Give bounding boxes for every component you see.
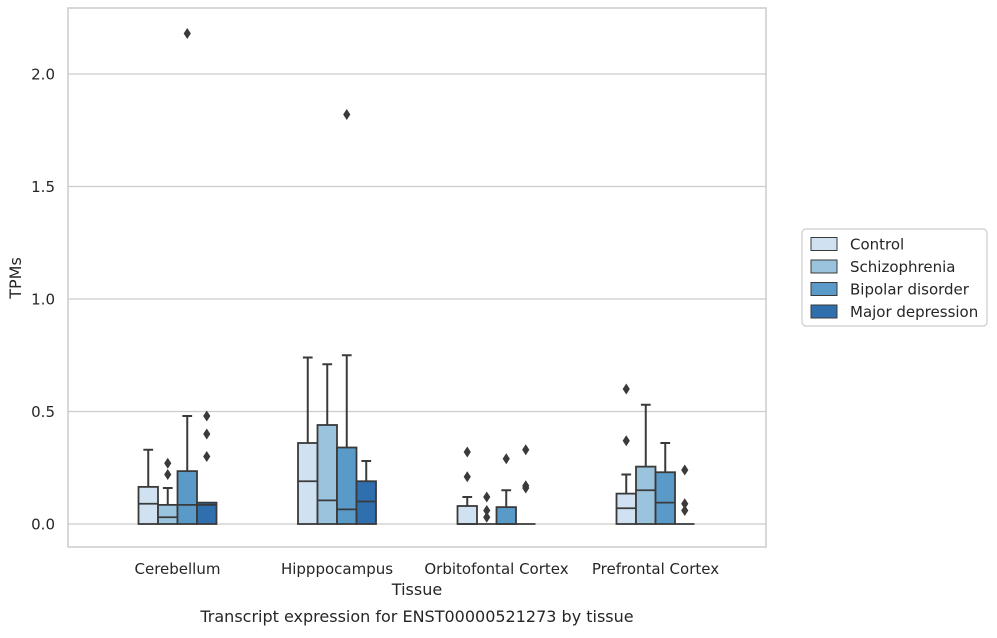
box-2-0 (176, 28, 198, 525)
outlier-marker (622, 383, 630, 395)
box-body (176, 470, 198, 525)
legend-label: Schizophrenia (850, 258, 955, 276)
outlier-marker (681, 505, 689, 516)
box-0-0 (137, 448, 159, 525)
outlier-marker (681, 464, 689, 476)
y-tick-labels: 0.0 0.5 1.0 1.5 2.0 (31, 66, 55, 534)
y-tick-label: 1.5 (31, 178, 55, 196)
legend-swatch (810, 237, 838, 251)
outlier-marker (343, 109, 351, 120)
box-body (137, 485, 159, 525)
legend-frame (801, 228, 988, 327)
outlier-marker (203, 451, 211, 462)
box-2-1 (336, 109, 358, 525)
y-tick-label: 1.0 (31, 291, 55, 309)
y-tick-label: 0.0 (31, 516, 55, 534)
y-tick-label: 0.5 (31, 403, 55, 421)
outlier-marker (183, 28, 191, 39)
figure-caption: Transcript expression for ENST0000052127… (199, 607, 633, 626)
outlier-marker (463, 471, 471, 483)
box-0-1 (297, 356, 319, 525)
box-3-2 (516, 444, 536, 525)
box-1-0 (157, 457, 179, 525)
outlier-marker (522, 480, 530, 492)
box-body (654, 471, 676, 525)
plot-background (68, 8, 766, 547)
box-2-3 (654, 442, 676, 525)
box-1-1 (316, 363, 338, 525)
boxes-layer (137, 28, 695, 525)
outlier-marker (203, 428, 211, 440)
x-tick-label: Prefrontal Cortex (592, 560, 719, 578)
box-3-1 (355, 460, 377, 525)
box-2-2 (495, 453, 517, 525)
outlier-marker (502, 453, 510, 465)
outlier-marker (463, 446, 471, 458)
outlier-marker (522, 444, 530, 456)
outlier-marker (622, 435, 630, 447)
x-tick-label: Orbitofontal Cortex (424, 560, 568, 578)
outlier-marker (164, 469, 172, 480)
outlier-marker (483, 505, 491, 516)
box-3-3 (675, 464, 695, 525)
plot-frame (67, 7, 767, 548)
legend-label: Control (850, 236, 904, 254)
box-body (336, 446, 358, 525)
box-0-2 (456, 446, 478, 525)
box-body (196, 501, 218, 525)
box-body (316, 424, 338, 525)
outlier-marker (483, 511, 491, 523)
box-3-0 (196, 410, 218, 525)
legend-swatch (810, 282, 838, 296)
legend-label: Bipolar disorder (850, 281, 970, 299)
legend-label: Major depression (850, 303, 978, 321)
box-body (297, 442, 319, 525)
x-tick-labels: Cerebellum Hipppocampus Orbitofontal Corte… (135, 560, 720, 578)
x-tick-label: Cerebellum (135, 560, 221, 578)
x-axis-label: Tissue (391, 580, 442, 599)
outlier-marker (164, 457, 172, 469)
y-axis-label: TPMs (6, 257, 25, 300)
outlier-marker (203, 410, 211, 422)
box-body (456, 505, 478, 525)
box-body (355, 480, 377, 525)
outlier-marker (483, 491, 491, 503)
legend-swatch (810, 259, 838, 274)
box-1-2 (477, 491, 497, 525)
x-tick-label: Hipppocampus (281, 560, 393, 578)
legend: Control Schizophrenia Bipolar disorder Majo… (801, 228, 988, 327)
box-body (157, 503, 179, 525)
outlier-marker (681, 498, 689, 510)
box-body (495, 506, 517, 525)
y-tick-label: 2.0 (31, 66, 55, 84)
legend-swatch (810, 304, 838, 319)
box-body (635, 465, 657, 525)
